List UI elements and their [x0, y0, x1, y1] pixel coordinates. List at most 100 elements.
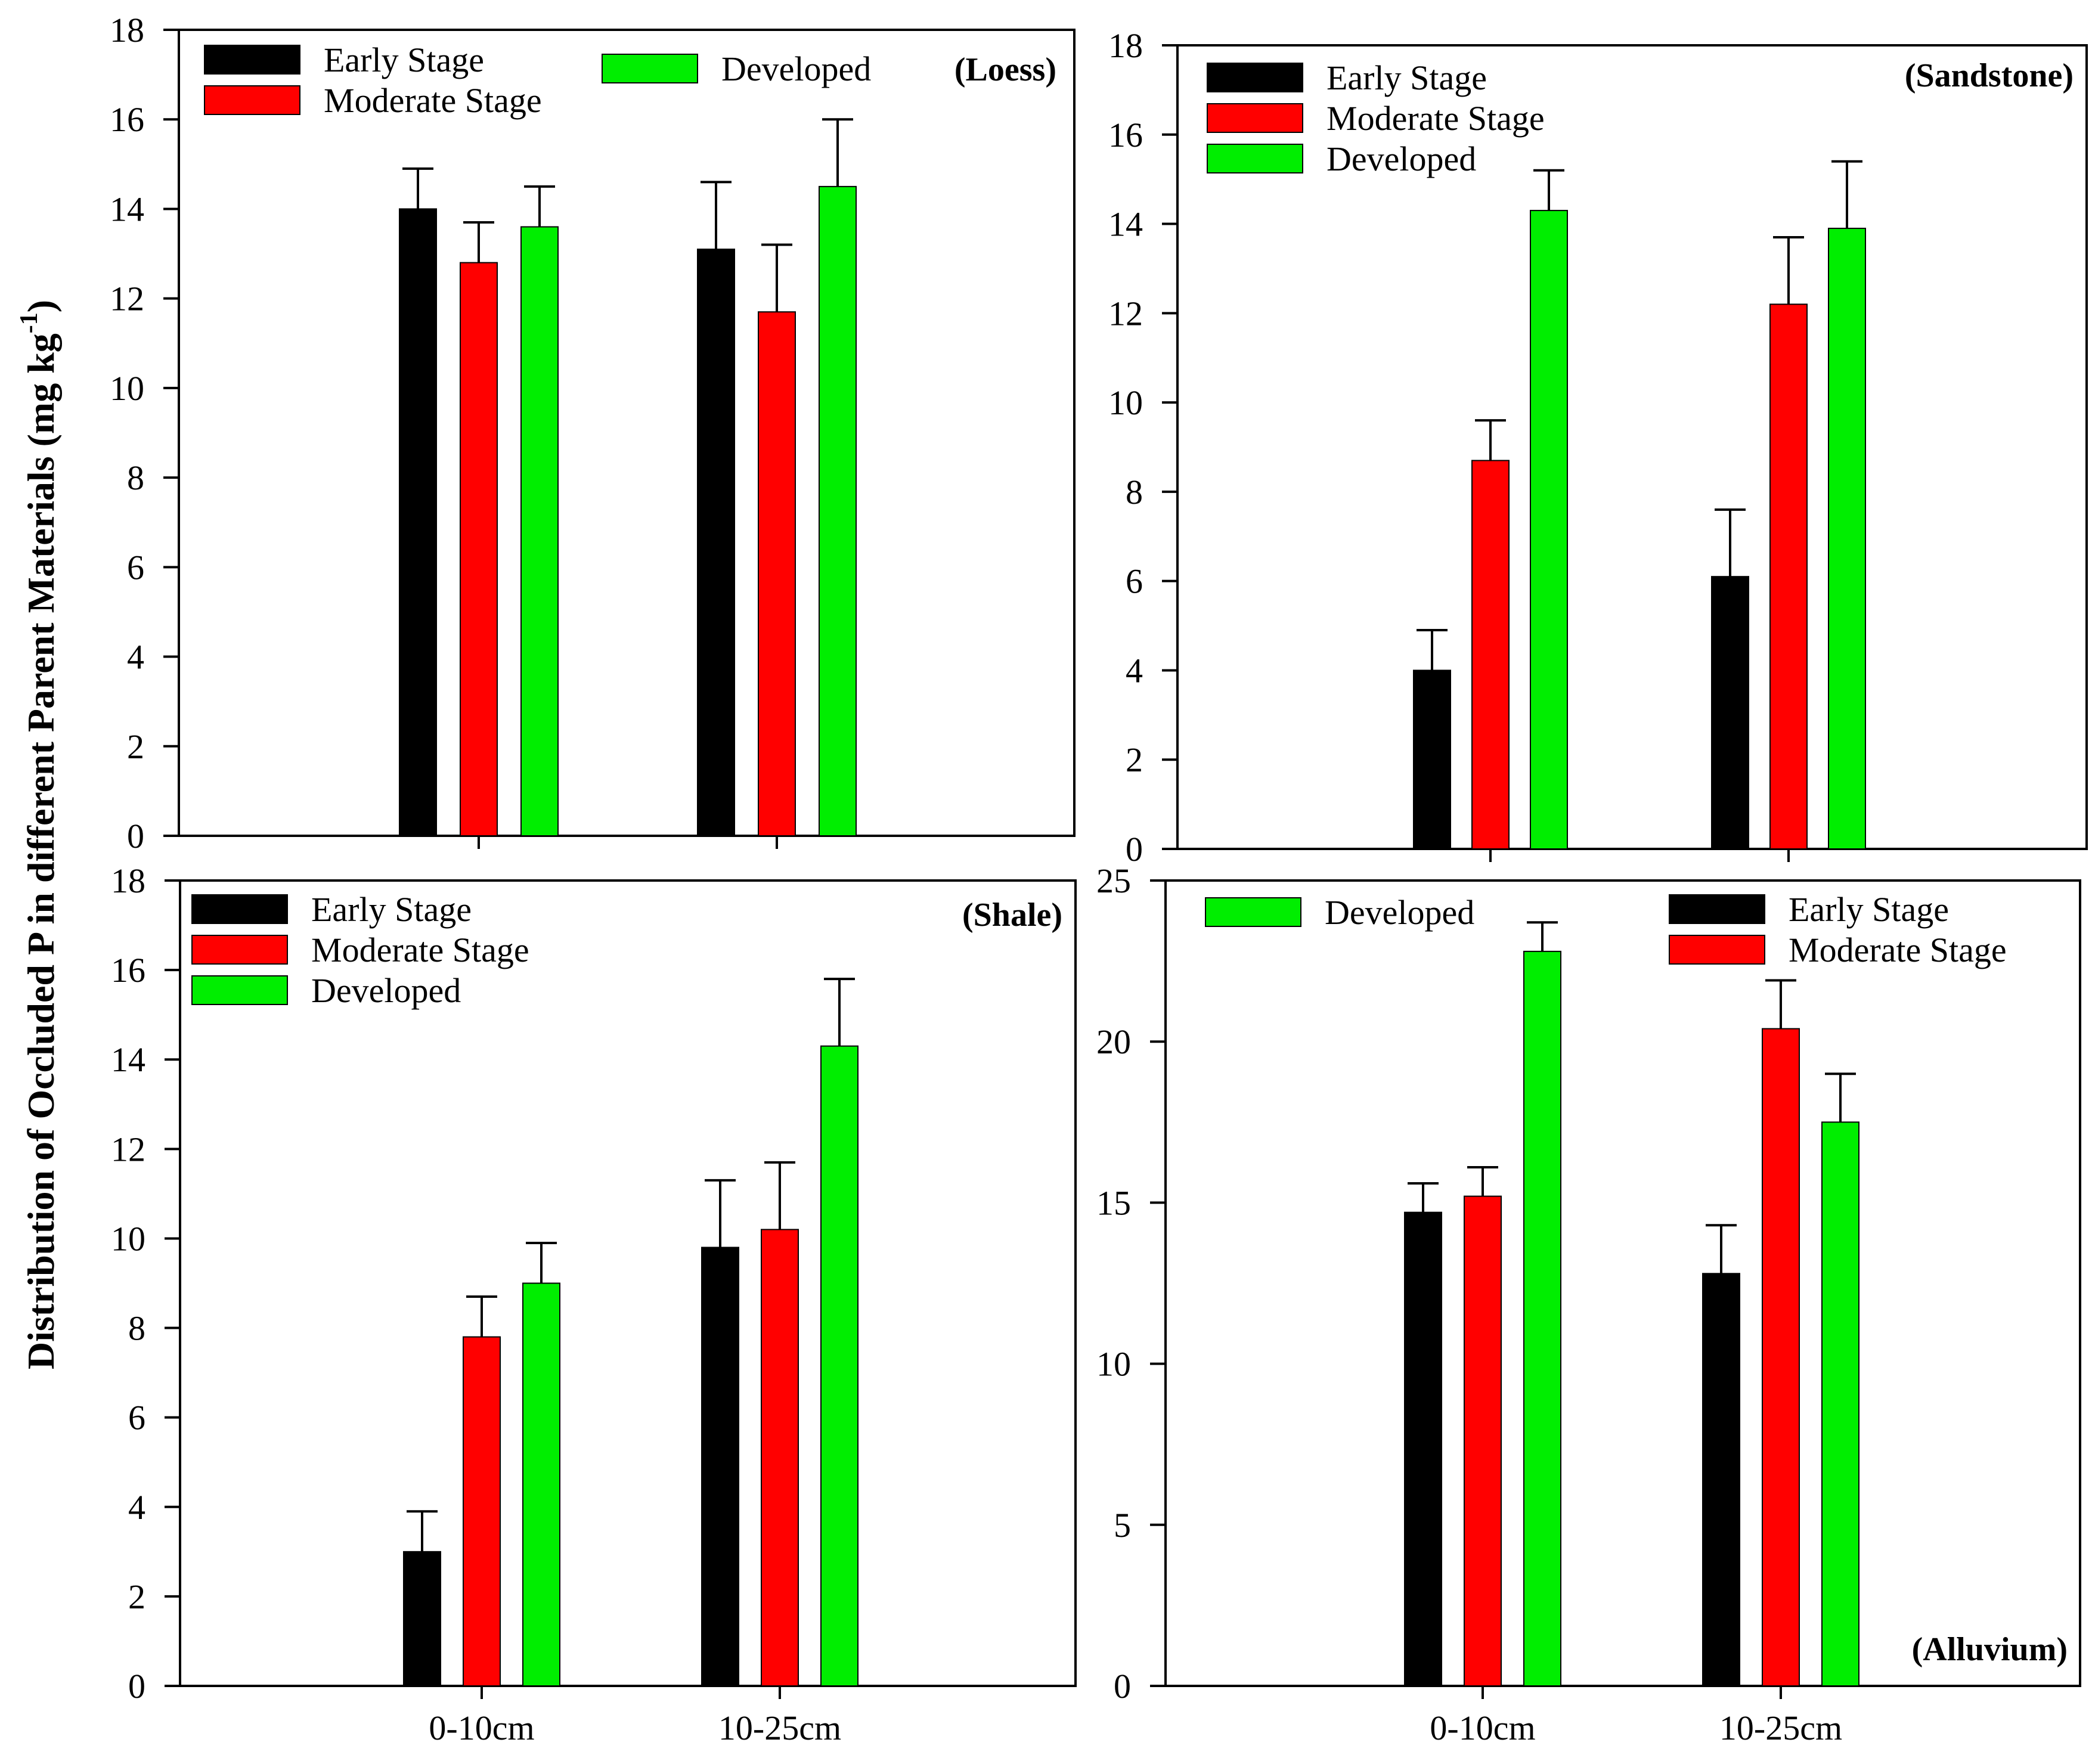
legend-label-developed: Developed [311, 971, 461, 1010]
error-bars [407, 978, 855, 1552]
legend-label-moderate-stage: Moderate Stage [311, 931, 529, 969]
bar-developed-0-10cm [1530, 210, 1568, 850]
y-tick-label: 18 [110, 11, 144, 49]
y-tick-label: 6 [1126, 562, 1143, 601]
legend-label-moderate-stage: Moderate Stage [324, 81, 542, 120]
bar-early-stage-0-10cm [1413, 669, 1451, 850]
bar-developed-10-25cm [1828, 228, 1866, 850]
error-bars [1408, 921, 1856, 1274]
category-label-0-10cm: 0-10cm [1430, 1709, 1535, 1747]
bar-developed-10-25cm [819, 185, 857, 836]
y-tick-label: 16 [1108, 116, 1143, 154]
y-tick-label: 12 [1108, 294, 1143, 333]
bar-moderate-stage-0-10cm [1471, 460, 1510, 850]
y-axis-ticks: 0 2 4 6 8 10 12 14 16 18 [110, 11, 778, 855]
legend-label-early-stage: Early Stage [311, 890, 472, 929]
y-tick-label: 14 [1108, 205, 1143, 244]
y-tick-label: 16 [111, 951, 145, 990]
bars [1413, 210, 1866, 850]
category-label-10-25cm: 10-25cm [1719, 1709, 1842, 1747]
y-tick-label: 12 [110, 280, 144, 318]
y-axis-ticks: 0 2 4 6 8 10 12 14 16 18 [1108, 26, 1790, 869]
error-bars [1417, 160, 1862, 671]
legend-swatch-moderate-stage [191, 935, 288, 965]
y-tick-label: 0 [127, 817, 144, 855]
bar-moderate-stage-10-25cm [1769, 303, 1808, 850]
y-tick-label: 16 [110, 100, 144, 139]
bar-moderate-stage-10-25cm [1762, 1028, 1800, 1687]
legend-swatch-moderate-stage [204, 85, 300, 115]
y-tick-label: 8 [128, 1309, 145, 1348]
bar-early-stage-10-25cm [1702, 1273, 1740, 1687]
bar-early-stage-0-10cm [403, 1551, 441, 1687]
bars [399, 185, 857, 837]
axes-frame [1164, 879, 2081, 1687]
y-tick-label: 0 [1114, 1667, 1131, 1706]
axes-frame [178, 29, 1076, 837]
y-tick-label: 8 [127, 458, 144, 497]
y-tick-label: 4 [1126, 651, 1143, 690]
legend-label-early-stage: Early Stage [1327, 58, 1487, 97]
y-tick-label: 5 [1114, 1506, 1131, 1545]
legend-label-developed: Developed [1325, 893, 1474, 932]
bar-developed-0-10cm [1523, 950, 1561, 1687]
category-labels: 0-10cm 10-25cm [1430, 1709, 1842, 1747]
legend-label-moderate-stage: Moderate Stage [1327, 99, 1545, 138]
bar-moderate-stage-0-10cm [460, 262, 498, 837]
legend-swatch-early-stage [1207, 63, 1303, 92]
legend-swatch-developed [602, 54, 698, 83]
bar-moderate-stage-0-10cm [463, 1336, 501, 1687]
legend-label-moderate-stage: Moderate Stage [1789, 931, 2007, 969]
y-axis-ticks: 0 5 10 15 20 25 [1096, 861, 1782, 1706]
legend-label-developed: Developed [721, 49, 871, 88]
y-tick-label: 6 [127, 548, 144, 587]
bar-developed-0-10cm [520, 226, 559, 836]
bars [403, 1045, 859, 1687]
legend-swatch-moderate-stage [1207, 103, 1303, 133]
legend-swatch-developed [191, 975, 288, 1005]
y-tick-label: 25 [1096, 861, 1131, 900]
category-labels: 0-10cm 10-25cm [429, 1709, 841, 1747]
y-tick-label: 20 [1096, 1022, 1131, 1061]
panel-title: (Alluvium) [1912, 1631, 2068, 1668]
legend-label-developed: Developed [1327, 139, 1476, 178]
category-label-0-10cm: 0-10cm [429, 1709, 534, 1747]
legend-swatch-early-stage [1669, 894, 1765, 924]
bar-early-stage-0-10cm [1404, 1211, 1442, 1687]
y-tick-label: 10 [111, 1219, 145, 1258]
bar-moderate-stage-10-25cm [761, 1229, 799, 1687]
panel-title: (Sandstone) [1905, 57, 2074, 94]
bar-early-stage-10-25cm [1711, 576, 1749, 850]
axes-frame [179, 879, 1077, 1687]
panel-title: (Loess) [954, 51, 1056, 88]
y-tick-label: 0 [128, 1667, 145, 1706]
y-tick-label: 10 [110, 369, 144, 408]
panel-alluvium: 0 5 10 15 20 25 Developed Early StageModerate … [1096, 861, 2081, 1747]
y-tick-label: 14 [111, 1040, 145, 1079]
bar-moderate-stage-10-25cm [758, 311, 796, 836]
bar-developed-10-25cm [820, 1045, 859, 1687]
error-bars [402, 118, 853, 312]
legend-swatch-moderate-stage [1669, 935, 1765, 965]
y-tick-label: 4 [128, 1488, 145, 1527]
y-tick-label: 10 [1108, 383, 1143, 422]
bar-developed-10-25cm [1821, 1121, 1859, 1687]
y-axis-ticks: 0 2 4 6 8 10 12 14 16 18 [111, 861, 781, 1706]
legend-label-early-stage: Early Stage [324, 41, 484, 79]
legend-swatch-early-stage [191, 894, 288, 924]
legend-swatch-developed [1207, 144, 1303, 173]
y-tick-label: 12 [111, 1130, 145, 1168]
y-tick-label: 8 [1126, 473, 1143, 511]
y-tick-label: 2 [1126, 740, 1143, 779]
bar-early-stage-10-25cm [701, 1247, 739, 1687]
y-tick-label: 15 [1096, 1183, 1131, 1222]
shared-y-axis-label: Distribution of Occluded P in different … [16, 300, 62, 1369]
y-tick-label: 18 [1108, 26, 1143, 65]
bars [1404, 950, 1859, 1687]
